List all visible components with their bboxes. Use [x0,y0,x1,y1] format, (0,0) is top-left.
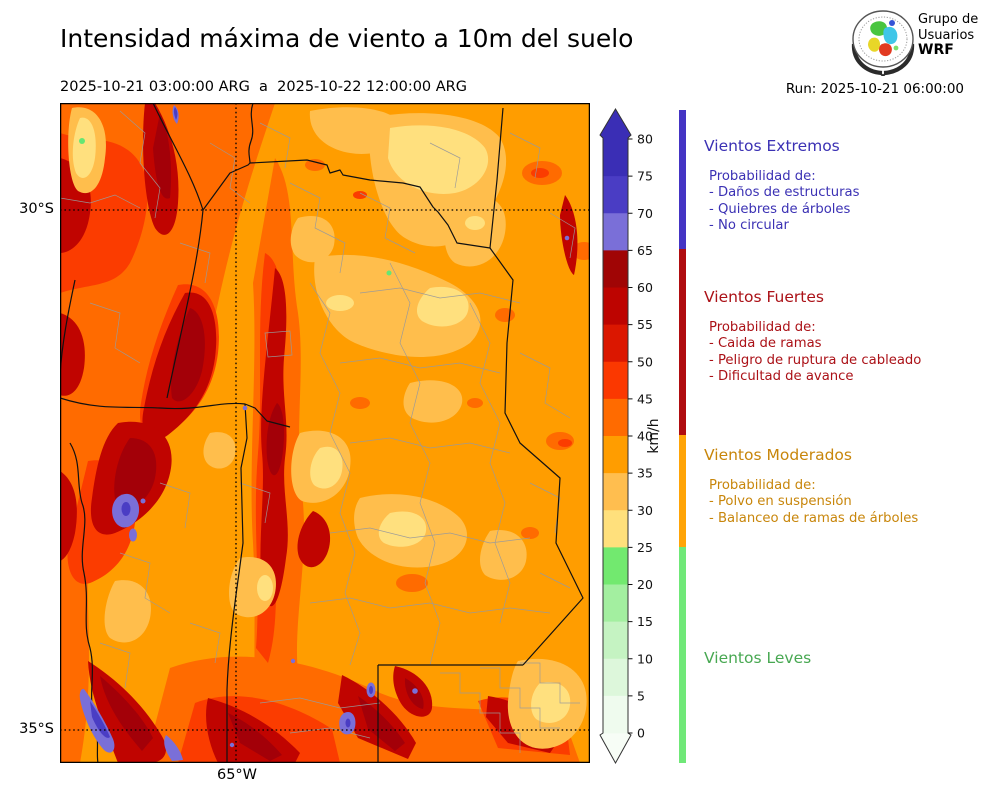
logo-line-2: Usuarios [918,27,975,43]
legend-section: Vientos Moderados Probabilidad de: - Polvo… [704,446,996,527]
colorbar-tick-label: 40 [637,429,653,444]
category-color-bar [679,110,686,763]
x-axis-label-65w: 65°W [216,767,258,783]
colorbar-segment [603,176,628,214]
colorbar-segment [603,621,628,660]
wind-map-svg [59,102,596,764]
legend-item: - Quiebres de árboles [709,201,851,217]
category-bar-segment [679,435,686,547]
category-bar-segment [679,547,686,763]
legend-heading: Vientos Moderados [704,446,852,464]
y-axis-label-30s: 30°S [19,201,54,217]
legend-body: Probabilidad de: - Daños de estructuras - … [704,169,996,234]
colorbar-tick-label: 80 [637,132,653,147]
logo-globe-graphic [868,20,899,57]
wrf-users-group-logo-icon [851,10,915,76]
legend-item: - Polvo en suspensión [709,494,852,510]
colorbar-segment [603,510,628,548]
colorbar-arrow-over [600,109,631,138]
colorbar-tick-label: 20 [637,577,653,592]
legend-intro: Probabilidad de: [709,169,816,184]
logo-text: Grupo de Usuarios WRF [918,12,978,59]
colorbar-unit-label: km/h [646,418,662,453]
legend-heading: Vientos Fuertes [704,288,824,306]
colorbar-segment [603,398,628,437]
valid-period-label: 2025-10-21 03:00:00 ARG a 2025-10-22 12:… [60,79,467,95]
colorbar-segment [603,287,628,326]
colorbar-segment [603,473,628,511]
colorbar-segment [603,658,628,697]
legend-section: Vientos Fuertes Probabilidad de: - Caida d… [704,288,996,385]
colorbar-tick-label: 25 [637,540,653,555]
colorbar-tick-label: 50 [637,354,653,369]
wind-map-panel [59,102,596,764]
colorbar-segment [603,436,628,474]
logo-line-3: WRF [918,42,954,58]
legend-item: - Dificultad de avance [709,368,854,384]
page-title: Intensidad máxima de viento a 10m del su… [60,24,634,53]
legend-intro: Probabilidad de: [709,478,816,493]
legend-section: Vientos Leves [704,649,996,667]
colorbar-segment [603,324,628,363]
colorbar-segment [603,137,628,177]
colorbar-segment [603,584,628,623]
logo-line-1: Grupo de [918,12,979,27]
colorbar-tick-label: 75 [637,169,653,184]
colorbar-tick-label: 65 [637,243,653,258]
colorbar-tick-label: 15 [637,614,653,629]
colorbar-tick-label: 70 [637,206,653,221]
legend-item: - Daños de estructuras [709,185,860,201]
colorbar-tick-label: 45 [637,391,653,406]
legend-section: Vientos Extremos Probabilidad de: - Daños … [704,137,996,234]
colorbar-tick-label: 5 [637,688,645,703]
colorbar-tick-label: 0 [637,726,645,741]
legend-intro: Probabilidad de: [709,320,816,335]
colorbar-segment [603,250,628,288]
legend-item: - Peligro de ruptura de cableado [709,352,922,368]
colorbar-segment [603,695,628,734]
category-bar-segment [679,249,686,435]
y-axis-label-35s: 35°S [19,721,54,737]
legend-body: Probabilidad de: - Polvo en suspensión - B… [704,478,996,527]
colorbar-tick-label: 30 [637,503,653,518]
colorbar-tick-label: 55 [637,317,653,332]
colorbar-tick-label: 35 [637,466,653,481]
legend-heading: Vientos Extremos [704,137,840,155]
colorbar-arrow-under [600,733,631,763]
legend-heading: Vientos Leves [704,649,812,667]
legend-item: - Caida de ramas [709,336,822,352]
colorbar-tick-label: 60 [637,280,653,295]
colorbar-tick-label: 10 [637,651,653,666]
colorbar-segment [603,547,628,585]
legend-item: - No circular [709,217,789,233]
legend-body: Probabilidad de: - Caida de ramas - Peligr… [704,320,996,385]
colorbar-segment [603,213,628,251]
model-run-label: Run: 2025-10-21 06:00:00 [785,81,964,97]
category-bar-segment [679,110,686,249]
colorbar-segment [603,361,628,400]
legend-item: - Balanceo de ramas de árboles [709,510,919,526]
